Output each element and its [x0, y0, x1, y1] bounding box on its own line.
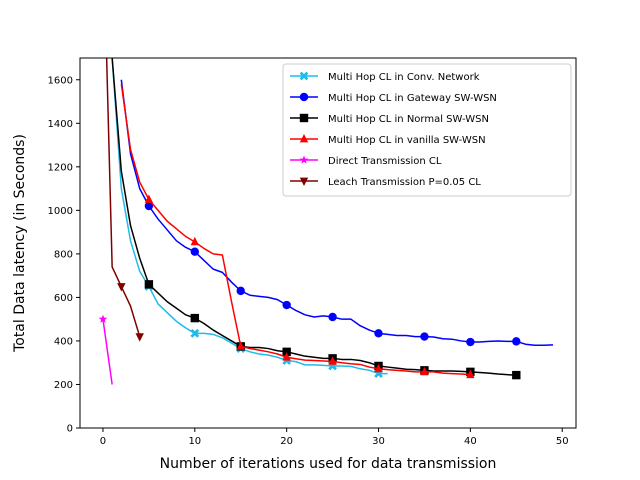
- x-tick-label: 50: [556, 436, 569, 447]
- x-axis-title: Number of iterations used for data trans…: [160, 456, 497, 472]
- data-point: [236, 286, 245, 296]
- data-point: [117, 283, 126, 292]
- legend-marker: [299, 134, 309, 143]
- data-point: [328, 312, 337, 322]
- data-point: [328, 356, 337, 365]
- data-point: [190, 313, 200, 323]
- data-point: [190, 247, 200, 256]
- data-point: [512, 370, 521, 380]
- legend-marker: [299, 177, 309, 186]
- y-tick-label: 1000: [48, 206, 73, 217]
- data-point: [144, 280, 154, 289]
- data-point: [98, 314, 108, 323]
- series-line: [120, 84, 471, 376]
- legend-label: Direct Transmission CL: [328, 156, 442, 167]
- data-point: [144, 194, 154, 203]
- data-point: [512, 337, 521, 346]
- legend-label: Multi Hop CL in vanilla SW-WSN: [328, 135, 486, 146]
- legend-marker: [299, 113, 309, 123]
- x-tick-label: 30: [372, 436, 385, 447]
- x-tick-label: 0: [100, 436, 106, 447]
- legend-box: [282, 63, 572, 197]
- data-point: [282, 347, 291, 357]
- x-tick-label: 20: [280, 436, 293, 447]
- legend-item: Direct Transmission CL: [290, 155, 442, 167]
- legend-item: Multi Hop CL in Normal SW-WSN: [290, 113, 489, 125]
- legend: Multi Hop CL in Conv. Network Multi Hop C…: [282, 63, 572, 197]
- y-tick-label: 400: [54, 337, 73, 348]
- data-point: [144, 201, 154, 211]
- y-tick-label: 1400: [48, 119, 73, 130]
- data-point: [282, 300, 291, 310]
- series-layer: [98, 58, 554, 385]
- data-point: [466, 369, 475, 379]
- legend-label: Multi Hop CL in Conv. Network: [328, 72, 480, 83]
- y-tick-label: 200: [54, 380, 73, 391]
- y-tick-label: 1600: [48, 75, 73, 86]
- data-point: [374, 363, 383, 373]
- data-point: [135, 333, 144, 342]
- y-tick-label: 800: [54, 249, 73, 260]
- legend-item: Multi Hop CL in Conv. Network: [290, 71, 480, 83]
- x-tick-label: 40: [464, 436, 477, 447]
- y-axis: 0 200 400 600 800 1000 1200 1400 1600: [48, 75, 80, 435]
- data-point: [420, 366, 429, 376]
- legend-label: Multi Hop CL in Normal SW-WSN: [328, 114, 489, 125]
- legend-label: Multi Hop CL in Gateway SW-WSN: [328, 93, 497, 104]
- y-axis-title: Total Data latency (in Seconds): [12, 134, 28, 353]
- x-axis: 0 10 20 30 40 50: [100, 428, 569, 447]
- y-tick-label: 0: [67, 424, 73, 435]
- legend-label: Leach Transmission P=0.05 CL: [328, 177, 481, 188]
- series-line: [102, 319, 113, 385]
- data-point: [190, 328, 200, 338]
- series-5: [98, 314, 113, 385]
- data-point: [190, 236, 200, 246]
- legend-marker: [299, 92, 309, 102]
- plot-frame: [79, 57, 577, 429]
- series-line: [111, 58, 388, 375]
- legend-marker: [299, 155, 309, 164]
- legend-item: Leach Transmission P=0.05 CL: [290, 177, 481, 188]
- x-tick-label: 10: [188, 436, 201, 447]
- series-4: [120, 84, 475, 379]
- data-point: [282, 352, 291, 361]
- data-point: [420, 332, 429, 341]
- y-tick-label: 600: [54, 293, 73, 304]
- legend-item: Multi Hop CL in Gateway SW-WSN: [290, 92, 497, 104]
- y-tick-label: 1200: [48, 162, 73, 173]
- data-point: [236, 341, 245, 350]
- series-2: [120, 79, 554, 347]
- legend-item: Multi Hop CL in vanilla SW-WSN: [290, 134, 486, 146]
- data-point: [466, 337, 475, 347]
- legend-marker: [299, 71, 309, 81]
- series-6: [105, 58, 144, 342]
- data-point: [374, 329, 383, 338]
- series-line: [111, 58, 517, 376]
